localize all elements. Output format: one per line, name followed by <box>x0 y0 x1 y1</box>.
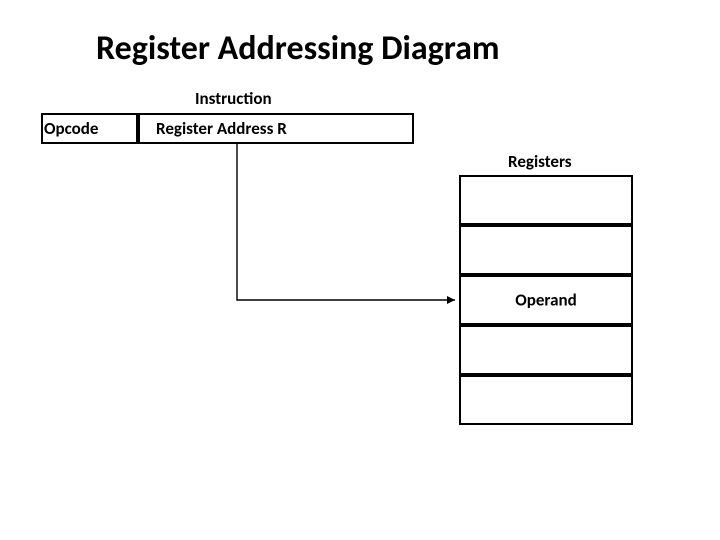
pointer-arrow <box>0 0 720 540</box>
arrow-head-icon <box>447 296 455 304</box>
arrow-path <box>237 144 455 300</box>
